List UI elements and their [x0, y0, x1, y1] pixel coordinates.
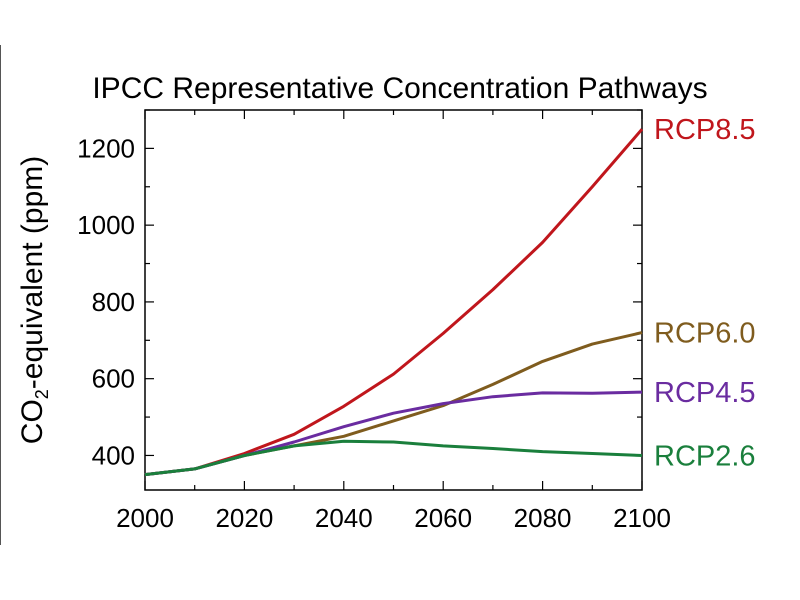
y-tick-label: 1000	[77, 210, 135, 240]
series-line-rcp26	[144, 439, 643, 477]
y-tick-labels: 400 600 800 1000 1200	[77, 133, 135, 470]
x-tick-label: 2100	[613, 503, 671, 533]
series-labels: RCP8.5 RCP6.0 RCP4.5 RCP2.6	[654, 114, 756, 472]
axis-ticks	[144, 109, 643, 490]
y-axis-label-suffix: -equivalent (ppm)	[16, 156, 49, 389]
left-edge-line	[0, 45, 1, 545]
x-tick-label: 2020	[215, 503, 273, 533]
plot-frame	[144, 109, 643, 491]
chart-title: IPCC Representative Concentration Pathwa…	[92, 72, 707, 105]
series-lines	[144, 128, 644, 477]
series-line-rcp85	[144, 128, 644, 477]
y-tick-label: 1200	[77, 133, 135, 163]
series-label-rcp85: RCP8.5	[654, 114, 756, 146]
y-axis-label-prefix: CO	[16, 399, 49, 444]
x-tick-label: 2060	[414, 503, 472, 533]
series-label-rcp26: RCP2.6	[654, 440, 756, 472]
y-tick-label: 400	[92, 440, 135, 470]
series-label-rcp60: RCP6.0	[654, 318, 756, 350]
y-axis-label-subscript: 2	[32, 389, 52, 399]
y-axis-label: CO2-equivalent (ppm)	[16, 156, 52, 444]
series-label-rcp45: RCP4.5	[654, 377, 756, 409]
x-tick-label: 2000	[116, 503, 174, 533]
x-tick-labels: 2000 2020 2040 2060 2080 2100	[116, 503, 671, 533]
y-tick-label: 800	[92, 287, 135, 317]
y-tick-label: 600	[92, 364, 135, 394]
x-tick-label: 2040	[315, 503, 373, 533]
x-tick-label: 2080	[514, 503, 572, 533]
